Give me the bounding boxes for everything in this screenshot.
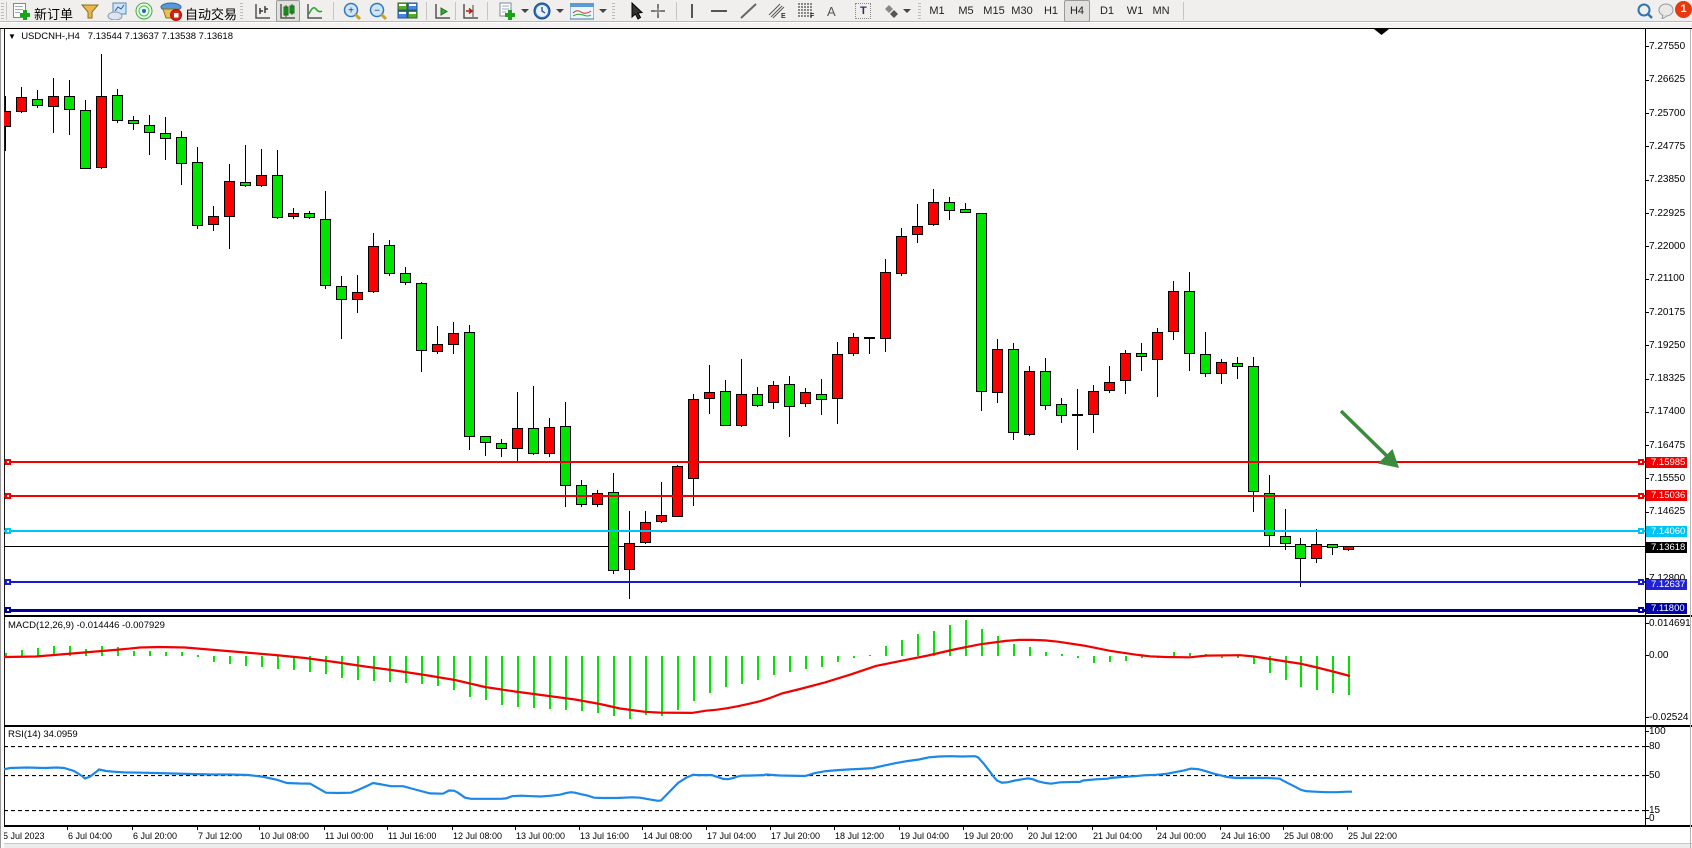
- svg-text:F: F: [810, 13, 815, 20]
- svg-text:E: E: [781, 13, 786, 20]
- svg-text:+: +: [348, 6, 354, 17]
- svg-text:−: −: [374, 6, 380, 17]
